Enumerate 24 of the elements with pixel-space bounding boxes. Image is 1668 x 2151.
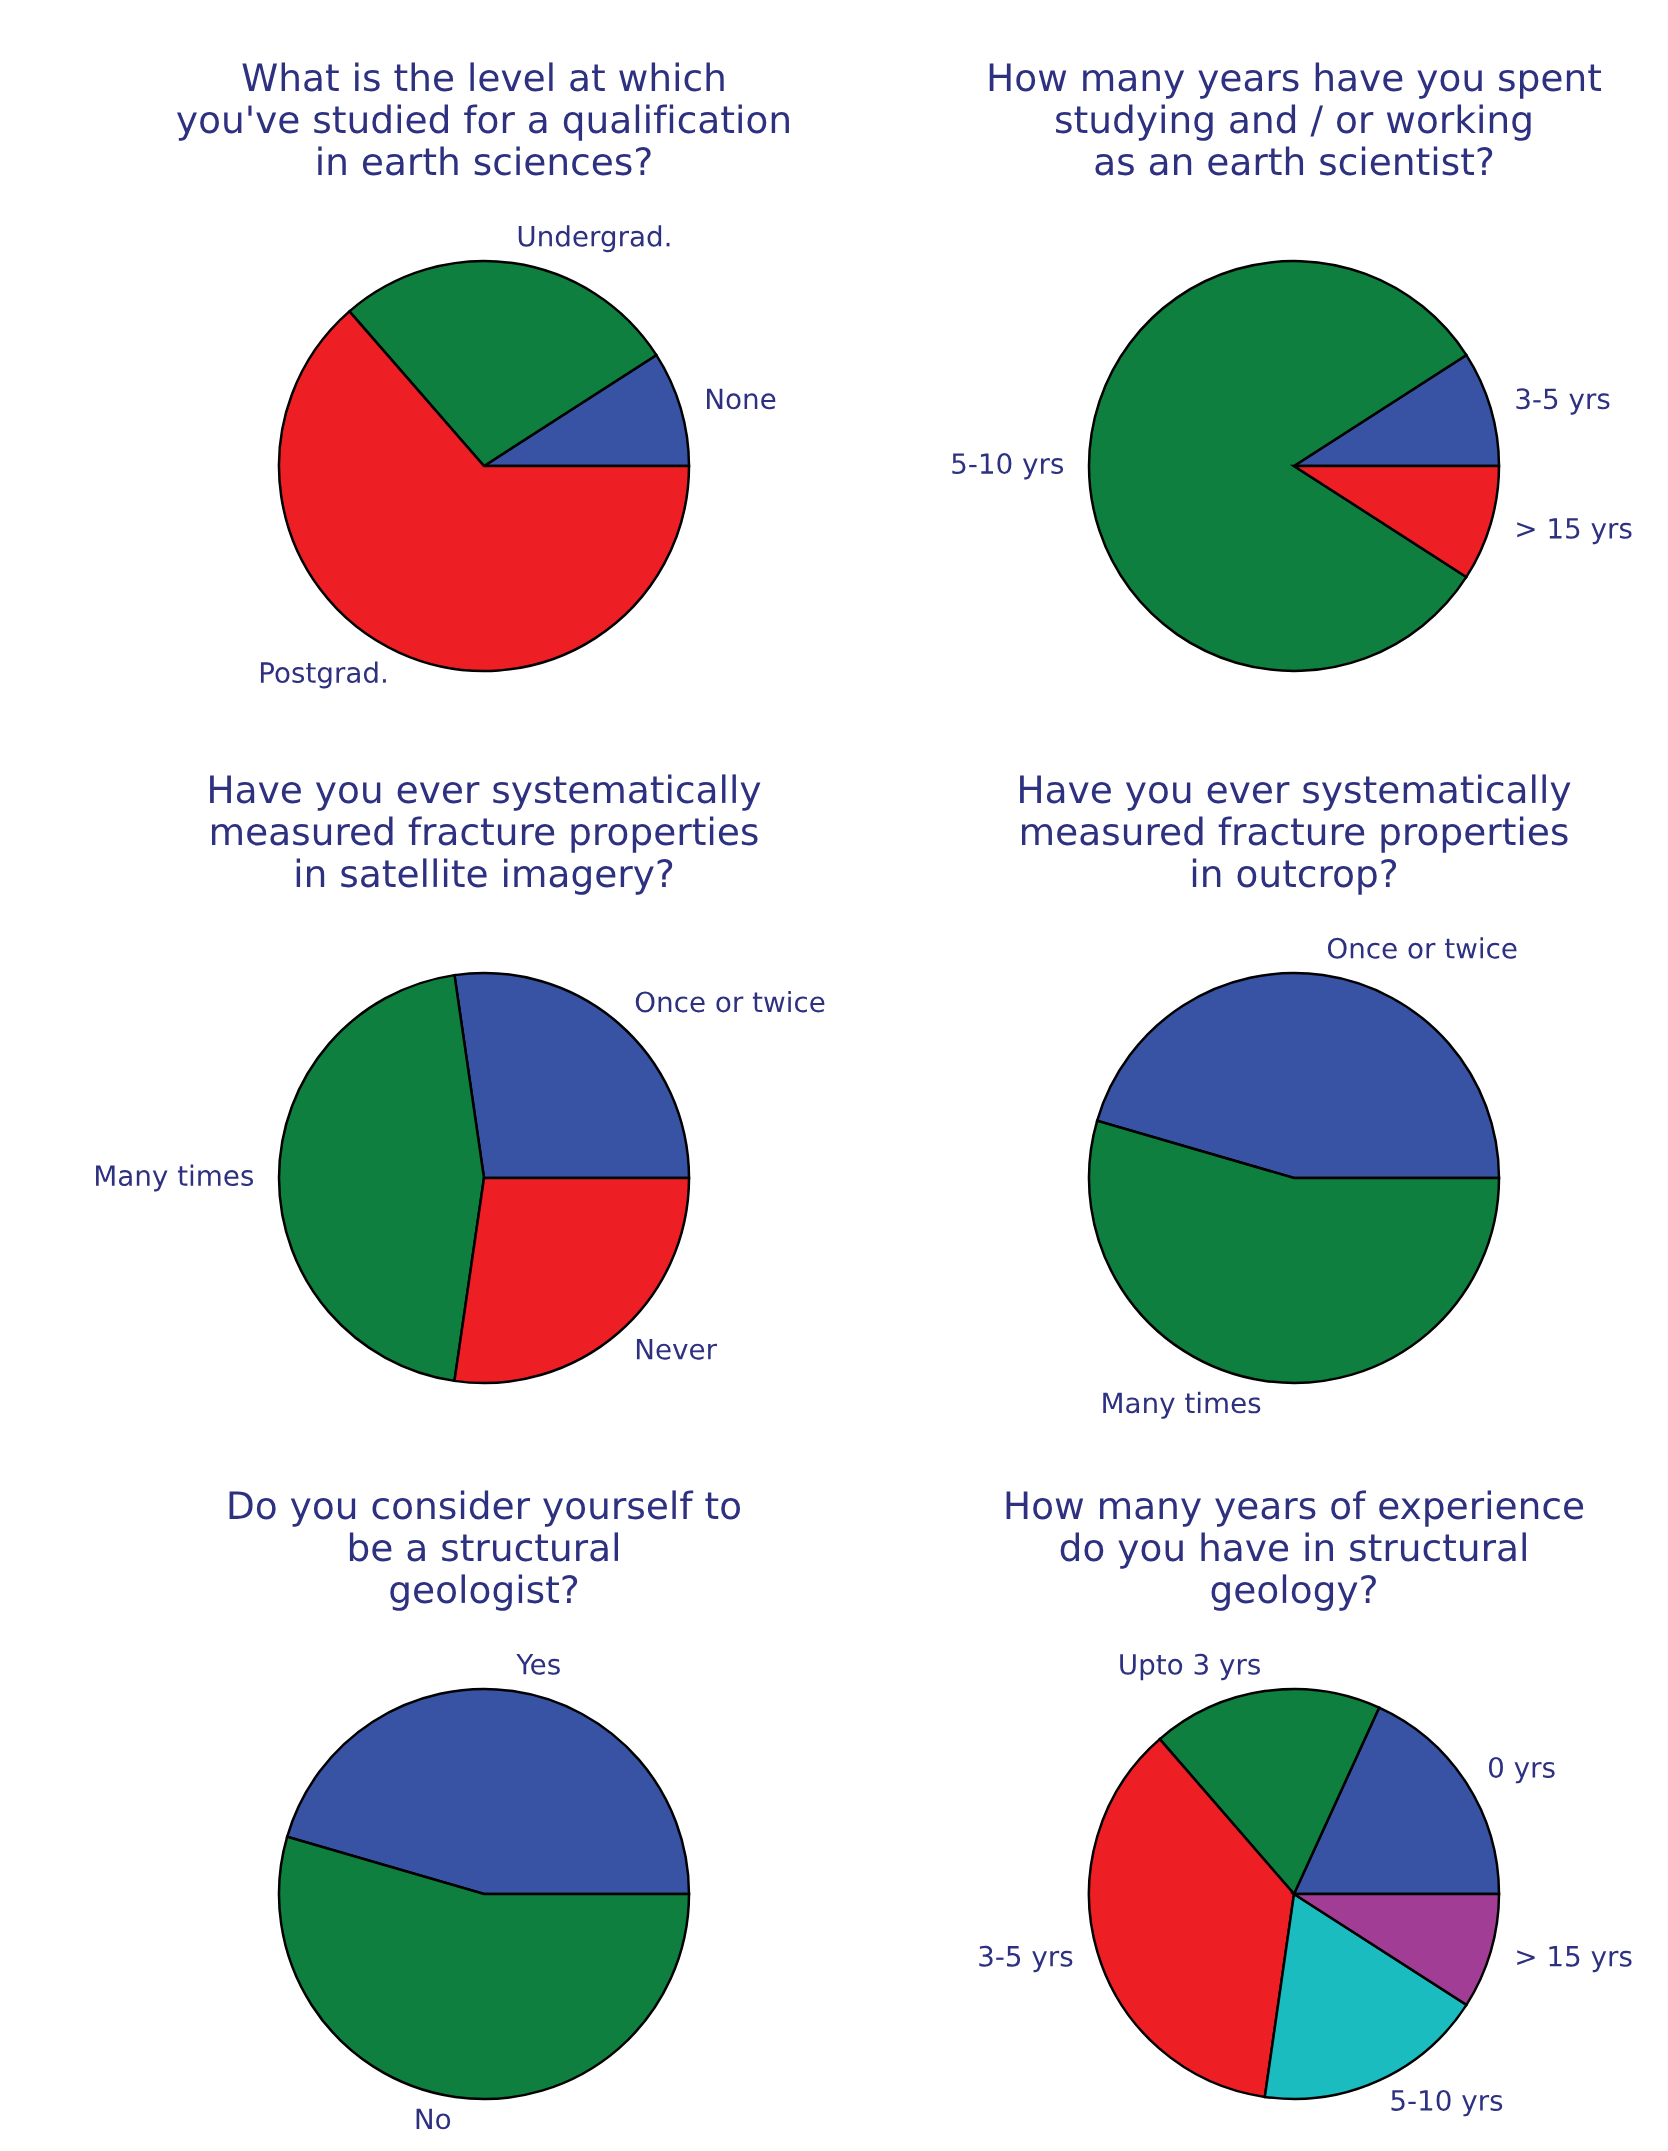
slice-label: 3-5 yrs	[979, 1945, 1073, 1973]
chart-title: Have you ever systematically measured fracture properties in satellite imagery?	[210, 774, 761, 895]
chart-title: How many years have you spent studying and / or working as an earth scientist?	[989, 62, 1602, 176]
slice-label: Never	[636, 1339, 718, 1360]
slice-label: Many times	[96, 1164, 254, 1192]
slice-label: > 15 yrs	[1517, 1946, 1632, 1973]
slice-label: Upto 3 yrs	[1120, 1653, 1260, 1681]
slice-label: > 15 yrs	[1517, 518, 1632, 545]
chart-title: What is the level at which you've studied for a qualification in earth sciences?	[177, 62, 789, 176]
chart-title: How many years of experience do you have in structural geology?	[1006, 1490, 1584, 1611]
chart-title: Have you ever systematically measured fracture properties in outcrop?	[1020, 774, 1571, 895]
slice-label: Once or twice	[1327, 937, 1517, 959]
slice-label: Once or twice	[635, 990, 825, 1013]
slice-label: 5-10 yrs	[952, 453, 1064, 480]
slice-label: Undergrad.	[518, 225, 670, 253]
slice-label: Postgrad.	[260, 661, 386, 689]
chart-title: Do you consider yourself to be a structural geologist?	[229, 1490, 741, 1611]
slice-label: Yes	[516, 1654, 560, 1675]
slice-label: None	[707, 388, 776, 410]
slice-label: No	[416, 2108, 451, 2130]
slice-label: Many times	[1103, 1391, 1261, 1419]
slice-label: 0 yrs	[1488, 1756, 1555, 1784]
slice-label: 5-10 yrs	[1391, 2089, 1503, 2117]
slice-label: 3-5 yrs	[1516, 388, 1610, 415]
